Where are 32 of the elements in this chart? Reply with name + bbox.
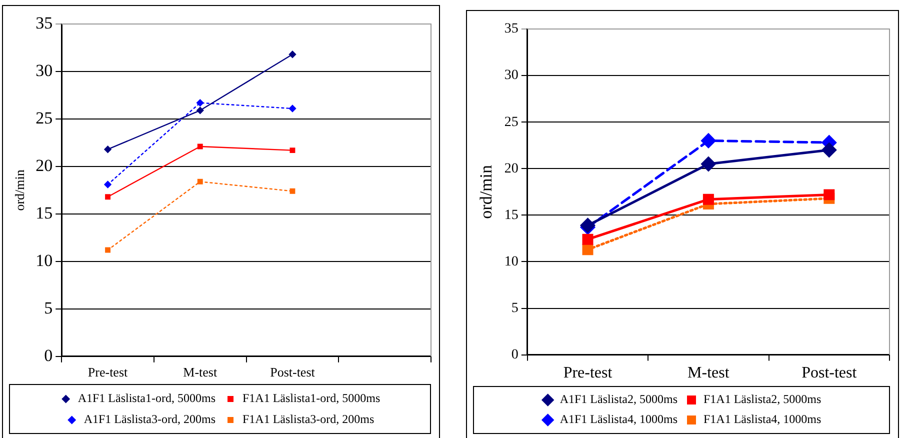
y-tick-label: 10 [36, 250, 53, 270]
x-tick-label: M-test [688, 364, 730, 382]
x-tick-label: Pre-test [563, 364, 613, 382]
y-tick-label: 0 [44, 346, 53, 365]
y-tick-label: 30 [36, 60, 53, 80]
legend-label: F1A1 Läslista2, 5000ms [704, 392, 822, 406]
y-tick-label: 5 [511, 300, 518, 316]
x-tick-label: Post-test [802, 364, 858, 382]
y-tick-label: 10 [504, 254, 518, 270]
legend-label: A1F1 Läslista2, 5000ms [560, 392, 678, 406]
y-tick-label: 5 [44, 298, 53, 318]
legend-label: F1A1 Läslista4, 1000ms [704, 412, 822, 426]
legend-label: A1F1 Läslista4, 1000ms [560, 412, 678, 426]
y-tick-label: 15 [36, 203, 53, 222]
y-tick-label: 30 [504, 68, 518, 84]
x-tick-label: Post-test [270, 364, 316, 380]
y-tick-label: 15 [504, 208, 518, 223]
y-tick-label: 25 [504, 114, 518, 130]
legend-label: A1F1 Läslista3-ord, 200ms [84, 412, 216, 426]
x-tick-label: M-test [183, 364, 218, 380]
x-tick-label: Pre-test [88, 364, 128, 380]
y-tick-label: 20 [36, 156, 53, 175]
y-axis-title: ord/min [12, 169, 28, 211]
legend-label: A1F1 Läslista1-ord, 5000ms [78, 391, 216, 406]
y-tick-label: 35 [36, 13, 53, 32]
y-axis-title: ord/min [476, 164, 496, 219]
legend-label: F1A1 Läslista3-ord, 200ms [242, 412, 374, 426]
y-tick-label: 0 [511, 347, 518, 362]
y-tick-label: 20 [504, 161, 518, 176]
legend-label: F1A1 Läslista1-ord, 5000ms [242, 391, 380, 406]
y-tick-label: 25 [36, 108, 53, 128]
y-tick-label: 35 [504, 22, 518, 37]
